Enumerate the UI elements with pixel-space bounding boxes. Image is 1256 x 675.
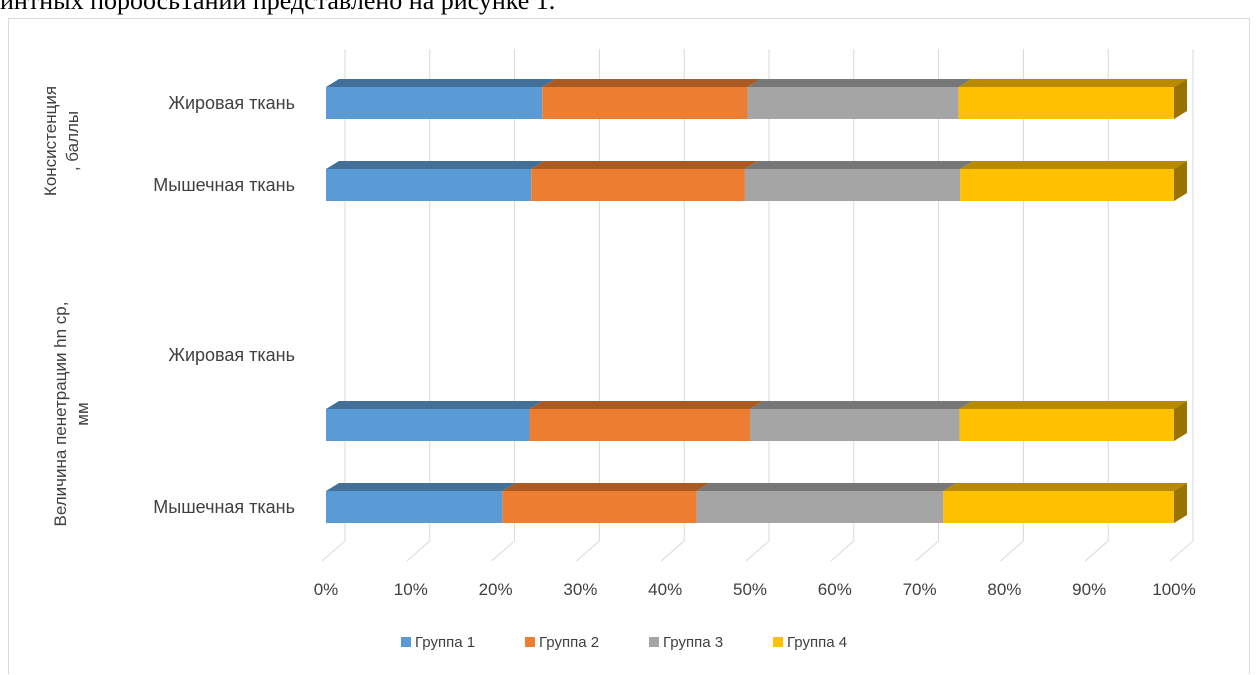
bar-top-face	[326, 483, 516, 491]
x-tick-label: 60%	[818, 580, 852, 599]
legend-swatch	[525, 637, 535, 647]
bar-top-face	[531, 161, 758, 169]
bar-segment	[502, 491, 697, 523]
bar-top-face	[326, 161, 545, 169]
legend-label: Группа 4	[787, 634, 847, 651]
floor-gridline	[406, 540, 431, 562]
x-tick-label: 90%	[1072, 580, 1106, 599]
legend-label: Группа 2	[539, 634, 599, 651]
page-caption: интных пороось1ании представлено на рису…	[0, 0, 556, 15]
floor-gridline	[321, 540, 346, 562]
bar-side-face	[1174, 483, 1187, 523]
legend-label: Группа 3	[663, 634, 723, 651]
bar-side-face	[1174, 161, 1187, 201]
floor-gridline	[1000, 540, 1024, 562]
floor-gridline	[745, 540, 770, 562]
bar-top-face	[744, 161, 974, 169]
bar-top-face	[960, 161, 1187, 169]
bar-top-face	[747, 79, 972, 87]
bar-top-face	[542, 79, 761, 87]
bar-top-face	[326, 401, 543, 409]
bar-segment	[747, 87, 959, 119]
bar-top-face	[696, 483, 957, 491]
group-label: Консистенция, баллы	[41, 86, 82, 196]
bar-top-face	[943, 483, 1187, 491]
bar-segment	[326, 491, 503, 523]
x-tick-label: 30%	[563, 580, 597, 599]
group-label-line: Величина пенетрации hn ср,	[51, 302, 70, 527]
x-tick-label: 40%	[648, 580, 682, 599]
bar-top-face	[502, 483, 710, 491]
bar-segment	[959, 409, 1174, 441]
floor-gridline	[576, 540, 600, 562]
floor-gridline	[660, 540, 685, 562]
legend-swatch	[773, 637, 783, 647]
bar-top-face	[529, 401, 763, 409]
group-label: Величина пенетрации hn ср, мм	[51, 302, 92, 527]
x-tick-label: 10%	[394, 580, 428, 599]
category-label: Жировая ткань	[168, 93, 295, 113]
bar-segment	[696, 491, 944, 523]
chart-frame: 0% 10% 20% 30% 40% 50% 60% 70% 80% 90% 100% Жировая…	[8, 18, 1250, 674]
x-tick-label: 20%	[479, 580, 513, 599]
bar-segment	[326, 87, 543, 119]
bar-segment	[960, 169, 1174, 201]
x-tick-label: 0%	[314, 580, 339, 599]
bar-segment	[750, 409, 960, 441]
legend-swatch	[649, 637, 659, 647]
group-label-line: мм	[73, 402, 92, 425]
floor-gridline	[1169, 540, 1194, 562]
bar-segment	[529, 409, 750, 441]
bar-segment	[943, 491, 1174, 523]
bar-top-face	[958, 79, 1187, 87]
bar-segment	[542, 87, 748, 119]
bar-segment	[326, 169, 532, 201]
bar-top-face	[750, 401, 973, 409]
x-tick-label: 100%	[1152, 580, 1195, 599]
group-label-line: Консистенция	[41, 86, 60, 196]
bar-side-face	[1174, 401, 1187, 441]
bar-top-face	[326, 79, 556, 87]
stacked-bar-chart: 0% 10% 20% 30% 40% 50% 60% 70% 80% 90% 100% Жировая…	[41, 49, 1196, 651]
bar-segment	[958, 87, 1174, 119]
legend-label: Группа 1	[415, 634, 475, 651]
x-tick-label: 70%	[903, 580, 937, 599]
bar-segment	[531, 169, 745, 201]
floor-gridline	[830, 540, 855, 562]
bar-top-face	[959, 401, 1187, 409]
category-label: Мышечная ткань	[153, 497, 295, 517]
floor-gridline	[1084, 540, 1109, 562]
group-label-line: , баллы	[63, 111, 82, 171]
floor-gridline	[915, 540, 939, 562]
x-tick-label: 80%	[987, 580, 1021, 599]
category-label: Жировая ткань	[168, 345, 295, 365]
bar-side-face	[1174, 79, 1187, 119]
bar-segment	[744, 169, 961, 201]
x-tick-label: 50%	[733, 580, 767, 599]
category-label: Мышечная ткань	[153, 175, 295, 195]
floor-gridline	[491, 540, 515, 562]
legend-swatch	[401, 637, 411, 647]
bar-segment	[326, 409, 530, 441]
